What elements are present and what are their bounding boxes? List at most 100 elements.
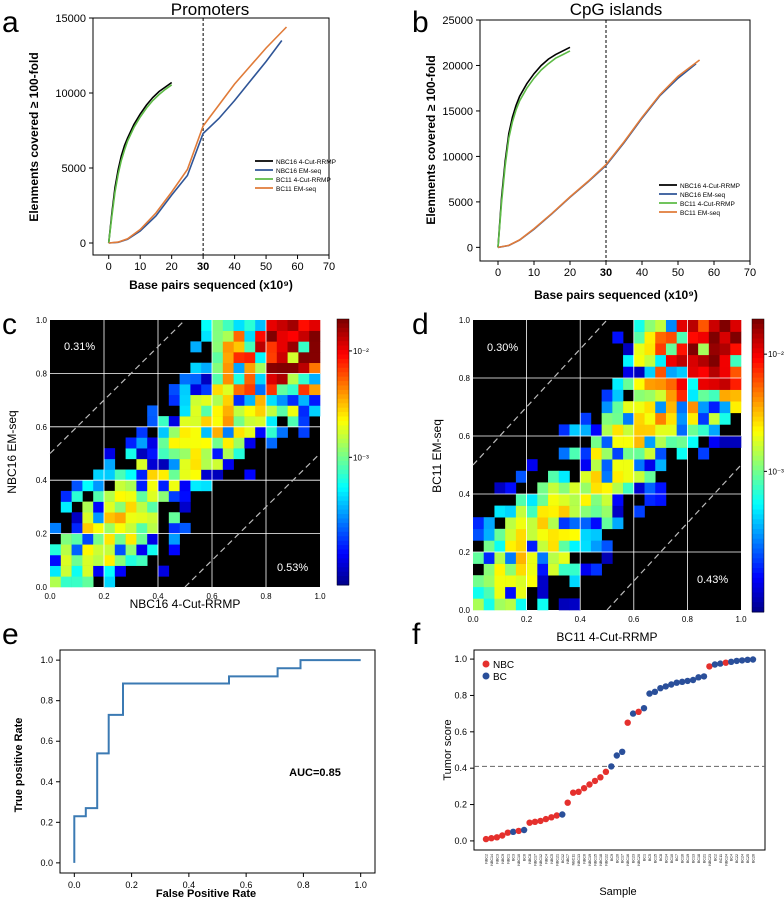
heatmap-cell: [665, 331, 677, 344]
heatmap-cell: [276, 373, 288, 385]
colorbar-label: 10⁻³: [353, 453, 369, 462]
heatmap-cell: [708, 331, 720, 344]
panel-c-nbc16-heatmap: 0.0 0.2 0.4 0.6 0.8 1.0 0.0 0.2 0.4 0.6 0.8 1.0 0.3…: [5, 316, 369, 611]
sample-point: [651, 688, 659, 695]
panel-letter-a: a: [2, 6, 19, 39]
heatmap-cell: [168, 416, 180, 428]
heatmap-cell: [212, 320, 224, 331]
heatmap-cell: [537, 563, 549, 576]
heatmap-cell: [190, 458, 202, 470]
heatmap-cell: [580, 424, 592, 437]
colorbar-segment: [337, 438, 349, 444]
colorbar-segment: [752, 348, 764, 354]
heatmap-cell: [494, 563, 506, 576]
sample-tick-label: NBC8: [528, 854, 532, 864]
heatmap-cell: [601, 482, 613, 495]
x-tick-label: 30: [197, 261, 209, 273]
heatmap-cell: [526, 517, 538, 530]
sample-point: [695, 674, 702, 681]
heatmap-cell: [266, 384, 278, 396]
colorbar-segment: [337, 540, 349, 546]
y-tick-label: 0.8: [40, 696, 53, 706]
y-axis-label: BC11 EM-seq: [430, 419, 444, 493]
sample-point: [564, 799, 571, 806]
y-tick-label: 0.4: [454, 763, 467, 773]
heatmap-cell: [505, 505, 517, 518]
sample-point: [619, 748, 626, 755]
heatmap-cell: [505, 586, 517, 599]
sample-tick-label: NBC10: [517, 854, 521, 866]
heatmap-cell: [222, 426, 234, 438]
heatmap-cell: [719, 436, 731, 448]
heatmap-cell: [633, 343, 645, 356]
sample-tick-label: NBC24: [724, 854, 728, 866]
heatmap-cell: [222, 458, 234, 470]
heatmap-cell: [537, 517, 549, 530]
sample-tick-label: BC10: [670, 854, 674, 863]
heatmap-cell: [190, 426, 202, 438]
heatmap-cell: [190, 341, 202, 353]
heatmap-cell: [71, 544, 83, 556]
heatmap-cell: [266, 320, 278, 331]
heatmap-cell: [644, 378, 656, 390]
diagonal-threshold-line: [606, 464, 742, 611]
sample-point: [673, 679, 680, 686]
heatmap-cell: [687, 412, 699, 425]
heatmap-cell: [687, 436, 699, 448]
heatmap-cell: [633, 424, 645, 437]
heatmap-cell: [266, 330, 278, 342]
sample-point: [499, 832, 506, 839]
heatmap-cell: [730, 320, 742, 332]
heatmap-cell: [298, 426, 310, 438]
panel-d-bc11-heatmap: 0.0 0.2 0.4 0.6 0.8 1.0 0.0 0.2 0.4 0.6 0.8 1.0 0.3…: [430, 316, 784, 644]
heatmap-cell: [601, 424, 613, 437]
heatmap-cell: [222, 405, 234, 417]
heatmap-cell: [644, 401, 656, 414]
colorbar-segment: [752, 397, 764, 403]
heatmap-cell: [266, 362, 278, 374]
heatmap-cell: [644, 459, 656, 472]
heatmap-cell: [633, 401, 645, 414]
y-tick-label: 0.0: [36, 583, 48, 592]
heatmap-cell: [590, 436, 602, 448]
heatmap-cell: [125, 533, 137, 545]
heatmap-cell: [730, 331, 742, 344]
colorbar-segment: [337, 514, 349, 519]
heatmap-cell: [222, 352, 234, 364]
panel-letter-d: d: [412, 308, 429, 341]
heatmap-cell: [233, 384, 245, 396]
colorbar-segment: [337, 567, 349, 573]
heatmap-cell: [505, 575, 517, 588]
panel-e-roc-curve: 0.0 0.2 0.4 0.6 0.8 1.0 0.0 0.2 0.4 0.6 0.8 1.0 AUC…: [13, 649, 376, 900]
heatmap-cell: [190, 437, 202, 449]
heatmap-cell: [255, 352, 267, 364]
heatmap-cell: [147, 405, 159, 417]
panel-letter-b: b: [412, 6, 429, 39]
heatmap-cell: [266, 416, 278, 428]
heatmap-cell: [212, 330, 224, 342]
legend: NBC16 4-Cut-RRMP NBC16 EM-seq BC11 4-Cut-R…: [659, 183, 740, 217]
heatmap-cell: [276, 320, 288, 331]
heatmap-cell: [222, 394, 234, 406]
x-tick-label: 60: [291, 261, 303, 273]
heatmap-cell: [473, 586, 485, 599]
heatmap-cell: [612, 505, 624, 518]
heatmap-cell: [676, 354, 688, 367]
heatmap-cell: [298, 320, 310, 331]
y-tick-label: 1.0: [459, 316, 471, 325]
sample-point: [482, 835, 490, 843]
heatmap-cell: [104, 576, 116, 588]
y-tick-label: 0.4: [36, 476, 48, 485]
heatmap-cell: [483, 540, 495, 553]
heatmap-cell: [655, 494, 667, 506]
heatmap-cell: [687, 389, 699, 402]
colorbar-segment: [752, 426, 764, 432]
heatmap-cell: [494, 598, 506, 611]
heatmap-cell: [687, 378, 699, 390]
heatmap-cell: [483, 528, 495, 541]
heatmap-cell: [505, 540, 517, 553]
x-tick-label: 10: [528, 267, 540, 279]
heatmap-cell: [136, 437, 148, 449]
heatmap-cell: [298, 362, 310, 374]
x-axis-label: Base pairs sequenced (x10⁹): [129, 278, 293, 292]
